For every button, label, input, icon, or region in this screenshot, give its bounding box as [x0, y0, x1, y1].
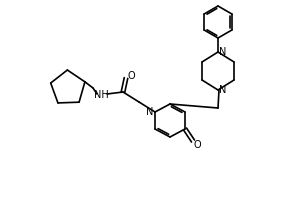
Text: NH: NH	[94, 90, 108, 100]
Text: N: N	[219, 85, 227, 95]
Text: N: N	[146, 107, 154, 117]
Text: O: O	[127, 71, 135, 81]
Text: N: N	[219, 47, 227, 57]
Text: O: O	[193, 140, 201, 150]
